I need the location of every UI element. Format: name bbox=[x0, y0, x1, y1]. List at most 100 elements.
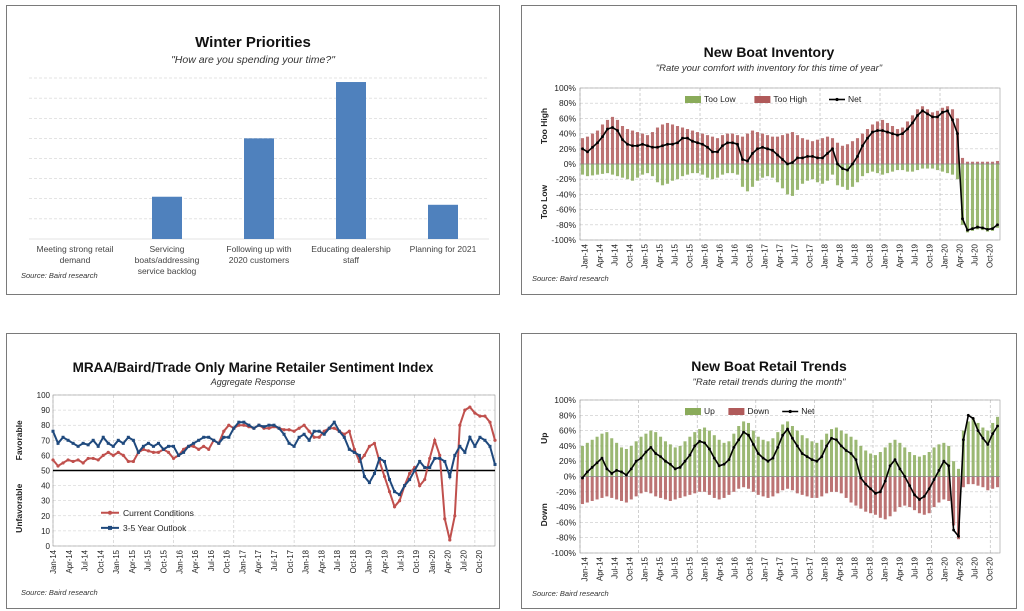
net-marker bbox=[918, 498, 921, 501]
negative-bar bbox=[580, 164, 585, 175]
positive-bar bbox=[605, 432, 609, 477]
outlook-marker bbox=[388, 478, 392, 482]
negative-bar bbox=[720, 164, 725, 175]
x-tick-label: Apr-18 bbox=[836, 243, 845, 268]
net-marker bbox=[771, 148, 774, 152]
positive-bar bbox=[885, 122, 890, 164]
negative-bar bbox=[839, 476, 843, 494]
negative-bar bbox=[595, 476, 599, 500]
net-marker bbox=[681, 136, 684, 140]
negative-bar bbox=[844, 476, 848, 498]
negative-bar bbox=[825, 164, 830, 181]
current-conditions-marker bbox=[292, 429, 296, 433]
net-marker bbox=[861, 144, 864, 148]
positive-bar bbox=[605, 119, 610, 164]
net-marker bbox=[668, 462, 672, 466]
winter-priorities-panel: Winter Priorities "How are you spending … bbox=[6, 5, 500, 295]
net-marker bbox=[795, 444, 799, 448]
x-tick-label: Apr-18 bbox=[317, 550, 326, 573]
net-marker bbox=[834, 438, 838, 442]
negative-bar bbox=[854, 476, 858, 506]
net-marker bbox=[621, 138, 624, 142]
x-tick-label: Jan-18 bbox=[821, 556, 830, 581]
y-tick-label: 60 bbox=[41, 451, 50, 460]
positive-bar bbox=[864, 450, 868, 477]
x-tick-label: Apr-20 bbox=[956, 243, 965, 268]
positive-bar bbox=[890, 126, 895, 164]
net-marker bbox=[839, 444, 843, 448]
negative-bar bbox=[965, 164, 970, 233]
net-marker bbox=[659, 455, 662, 459]
net-marker bbox=[761, 456, 765, 460]
outlook-marker bbox=[408, 478, 412, 482]
x-tick-label: Oct-18 bbox=[866, 556, 875, 581]
net-marker bbox=[696, 141, 699, 145]
negative-bar bbox=[735, 164, 740, 175]
net-marker bbox=[981, 436, 985, 440]
current-conditions-marker bbox=[423, 477, 427, 482]
negative-bar bbox=[776, 476, 780, 494]
positive-bar bbox=[945, 106, 950, 164]
negative-bar bbox=[850, 164, 855, 187]
y-tick-label: 40% bbox=[559, 441, 576, 451]
net-marker bbox=[611, 126, 614, 129]
negative-bar bbox=[910, 164, 915, 172]
positive-bar bbox=[875, 121, 880, 164]
net-marker bbox=[871, 130, 874, 134]
positive-bar bbox=[865, 129, 870, 164]
outlook-marker bbox=[443, 459, 447, 463]
outlook-marker bbox=[322, 432, 326, 436]
positive-bar bbox=[810, 141, 815, 164]
net-marker bbox=[991, 432, 995, 436]
x-tick-label: Jan-20 bbox=[428, 549, 437, 574]
winter-category-label: Following up with 2020 customers bbox=[226, 244, 291, 265]
positive-bar bbox=[985, 161, 990, 164]
positive-bar bbox=[629, 445, 633, 477]
negative-bar bbox=[751, 476, 755, 492]
negative-bar bbox=[985, 164, 990, 232]
net-marker bbox=[610, 472, 614, 475]
positive-bar bbox=[786, 421, 790, 477]
inventory-chart-title: New Boat Inventory bbox=[703, 44, 835, 60]
current-conditions-marker bbox=[131, 459, 135, 464]
positive-bar bbox=[660, 124, 665, 164]
negative-bar bbox=[635, 164, 640, 178]
outlook-marker bbox=[156, 441, 160, 445]
winter-category-label: Educating dealership staff bbox=[311, 244, 391, 265]
net-marker bbox=[644, 450, 648, 454]
current-conditions-marker bbox=[242, 423, 246, 427]
x-tick-label: Jan-15 bbox=[641, 243, 650, 268]
x-tick-label: Oct-16 bbox=[746, 556, 755, 581]
outlook-marker bbox=[383, 459, 386, 463]
positive-bar bbox=[991, 422, 995, 477]
outlook-marker bbox=[292, 444, 296, 448]
negative-bar bbox=[722, 476, 726, 498]
net-marker bbox=[727, 458, 731, 462]
net-marker bbox=[916, 113, 919, 117]
outlook-marker bbox=[242, 420, 246, 424]
negative-bar bbox=[893, 476, 897, 512]
x-tick-label: Oct-17 bbox=[806, 243, 815, 268]
negative-bar bbox=[732, 476, 736, 492]
y-axis-label-top: Too High bbox=[539, 108, 549, 144]
current-conditions-marker bbox=[418, 484, 422, 488]
y-tick-label: 90 bbox=[41, 406, 50, 415]
positive-bar bbox=[668, 444, 672, 477]
current-conditions-marker bbox=[397, 499, 402, 503]
negative-bar bbox=[956, 476, 961, 540]
current-conditions-marker bbox=[307, 429, 311, 433]
current-conditions-marker bbox=[478, 414, 482, 418]
net-marker bbox=[776, 446, 780, 449]
legend-label: 3-5 Year Outlook bbox=[123, 523, 187, 533]
winter-source: Source: Baird research bbox=[21, 271, 98, 280]
current-conditions-marker bbox=[433, 438, 437, 442]
x-tick-label: Oct-17 bbox=[806, 556, 815, 581]
current-conditions-marker bbox=[267, 426, 271, 430]
positive-bar bbox=[693, 432, 697, 477]
x-tick-label: Apr-16 bbox=[191, 550, 200, 573]
negative-bar bbox=[745, 164, 750, 192]
negative-bar bbox=[610, 476, 614, 498]
current-conditions-marker bbox=[171, 456, 176, 461]
net-marker bbox=[927, 487, 931, 491]
current-conditions-marker bbox=[146, 449, 151, 453]
